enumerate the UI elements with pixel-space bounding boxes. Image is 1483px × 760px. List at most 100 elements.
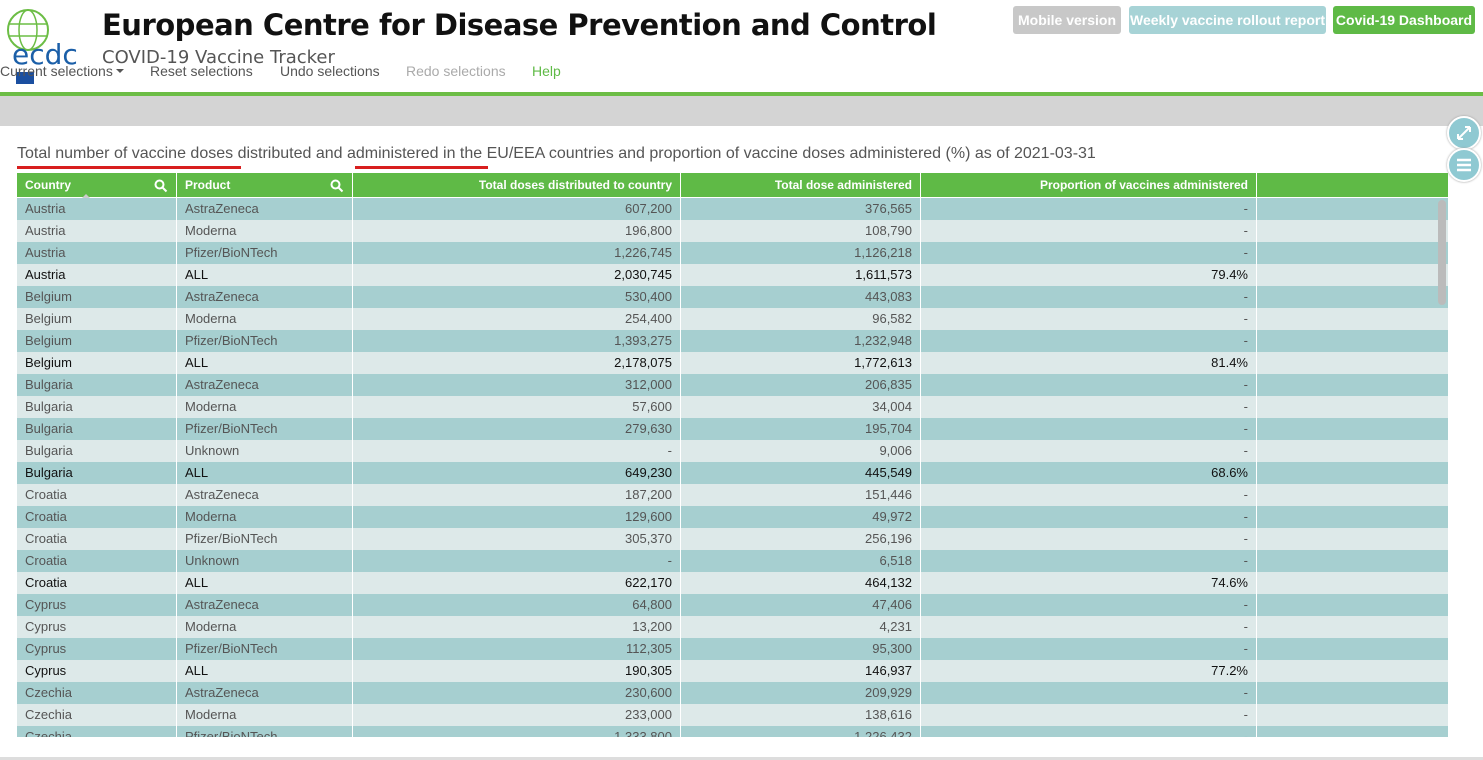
table-cell: Belgium [17, 308, 177, 330]
header-divider [0, 92, 1483, 96]
column-header: Total doses distributed to country [353, 173, 681, 197]
table-cell: ALL [177, 572, 353, 594]
table-cell: 209,929 [681, 682, 921, 704]
table-cell: 376,565 [681, 198, 921, 220]
table-cell-blank [1257, 352, 1449, 374]
table-cell-blank [1257, 418, 1449, 440]
table-cell: ALL [177, 462, 353, 484]
table-cell: 196,800 [353, 220, 681, 242]
nav-redo[interactable]: Redo selections [406, 63, 506, 79]
table-cell-blank [1257, 704, 1449, 726]
table-cell-blank [1257, 638, 1449, 660]
table-cell: 6,518 [681, 550, 921, 572]
scrollbar[interactable] [1438, 200, 1446, 305]
table-cell: Moderna [177, 308, 353, 330]
table-cell: ALL [177, 660, 353, 682]
menu-icon [1457, 158, 1471, 172]
table-cell: 622,170 [353, 572, 681, 594]
table-cell: Austria [17, 242, 177, 264]
table-cell: - [921, 242, 1257, 264]
table-cell: - [921, 550, 1257, 572]
dashboard-button[interactable]: Covid-19 Dashboard [1333, 6, 1475, 34]
bottom-border [0, 757, 1483, 760]
minimize-button[interactable] [1447, 116, 1481, 150]
table-cell: Unknown [177, 440, 353, 462]
table-cell: 607,200 [353, 198, 681, 220]
table-cell: 279,630 [353, 418, 681, 440]
search-icon[interactable] [330, 179, 344, 193]
table-cell: 57,600 [353, 396, 681, 418]
column-header[interactable]: Product [177, 173, 353, 197]
table-cell: - [353, 440, 681, 462]
table-cell: 13,200 [353, 616, 681, 638]
table-cell: Moderna [177, 506, 353, 528]
minimize-icon [1457, 126, 1471, 140]
mobile-button[interactable]: Mobile version [1013, 6, 1121, 34]
table-cell: Czechia [17, 726, 177, 737]
table-cell: 2,178,075 [353, 352, 681, 374]
table-cell: Bulgaria [17, 374, 177, 396]
table-cell: 9,006 [681, 440, 921, 462]
column-header[interactable]: Country [17, 173, 177, 197]
table-cell: Pfizer/BioNTech [177, 638, 353, 660]
column-header-blank [1257, 173, 1449, 197]
table-cell: 49,972 [681, 506, 921, 528]
table-cell: Bulgaria [17, 462, 177, 484]
search-icon[interactable] [154, 179, 168, 193]
table-cell: Belgium [17, 352, 177, 374]
table-cell: Belgium [17, 286, 177, 308]
table-cell: Croatia [17, 484, 177, 506]
table-cell: Cyprus [17, 616, 177, 638]
table-cell: - [921, 220, 1257, 242]
column-header: Total dose administered [681, 173, 921, 197]
table-cell: AstraZeneca [177, 594, 353, 616]
red-underline [355, 166, 488, 169]
table-cell: 305,370 [353, 528, 681, 550]
table-cell: Pfizer/BioNTech [177, 242, 353, 264]
table-cell-blank [1257, 374, 1449, 396]
table-cell-blank [1257, 660, 1449, 682]
table-cell: Czechia [17, 682, 177, 704]
nav-undo[interactable]: Undo selections [280, 63, 380, 79]
data-table: Country Product Total doses distributed to… [17, 173, 1449, 737]
table-cell-blank [1257, 198, 1449, 220]
table-cell: 129,600 [353, 506, 681, 528]
table-cell: Cyprus [17, 594, 177, 616]
table-cell: 190,305 [353, 660, 681, 682]
table-cell: - [921, 484, 1257, 506]
table-cell: 112,305 [353, 638, 681, 660]
table-cell: 1,393,275 [353, 330, 681, 352]
nav-reset[interactable]: Reset selections [150, 63, 253, 79]
table-cell: Pfizer/BioNTech [177, 330, 353, 352]
menu-button[interactable] [1447, 148, 1481, 182]
table-cell: Cyprus [17, 660, 177, 682]
weekly-report-button[interactable]: Weekly vaccine rollout report [1129, 6, 1326, 34]
table-cell: 1,611,573 [681, 264, 921, 286]
table-cell: Czechia [17, 704, 177, 726]
table-cell: - [921, 396, 1257, 418]
table-cell: 443,083 [681, 286, 921, 308]
table-cell: Moderna [177, 220, 353, 242]
table-cell: 2,030,745 [353, 264, 681, 286]
table-cell: - [921, 440, 1257, 462]
table-cell: Moderna [177, 704, 353, 726]
table-cell: - [921, 308, 1257, 330]
nav-help[interactable]: Help [532, 63, 561, 79]
table-cell-blank [1257, 286, 1449, 308]
table-cell-blank [1257, 330, 1449, 352]
table-cell: 68.6% [921, 462, 1257, 484]
nav-current-selections[interactable]: Current selections [0, 63, 113, 79]
site-subtitle: COVID-19 Vaccine Tracker [102, 47, 335, 68]
table-cell: - [921, 286, 1257, 308]
table-cell: Bulgaria [17, 440, 177, 462]
table-cell: 233,000 [353, 704, 681, 726]
table-cell: 649,230 [353, 462, 681, 484]
toolbar-band [0, 96, 1483, 126]
table-cell: Austria [17, 220, 177, 242]
table-cell: 1,333,800 [353, 726, 681, 737]
table-cell: AstraZeneca [177, 682, 353, 704]
table-cell: - [921, 704, 1257, 726]
table-cell: 230,600 [353, 682, 681, 704]
table-cell: - [921, 330, 1257, 352]
